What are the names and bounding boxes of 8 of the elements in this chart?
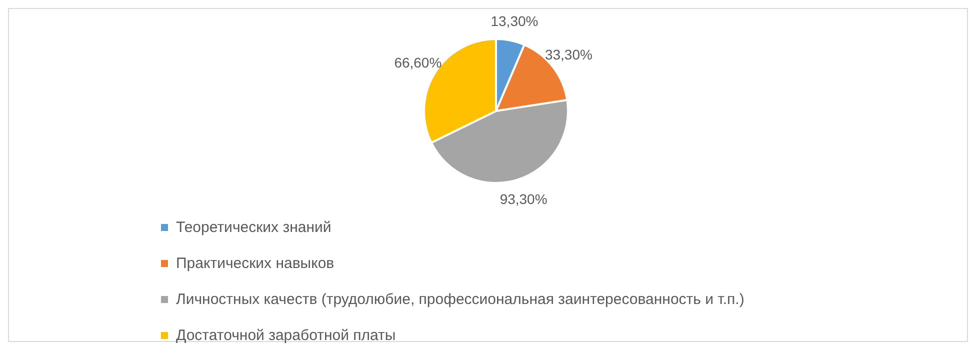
data-label: 33,30% bbox=[544, 46, 592, 63]
legend-label: Достаточной заработной платы bbox=[176, 326, 396, 344]
data-label: 93,30% bbox=[500, 190, 548, 207]
data-label: 66,60% bbox=[394, 54, 442, 70]
data-label: 13,30% bbox=[490, 12, 538, 29]
legend-label: Личностных качеств (трудолюбие, профессиональная заинтересованность и т.п.) bbox=[176, 290, 744, 308]
legend-label: Теоретических знаний bbox=[176, 218, 332, 236]
legend-label: Практических навыков bbox=[176, 254, 334, 272]
